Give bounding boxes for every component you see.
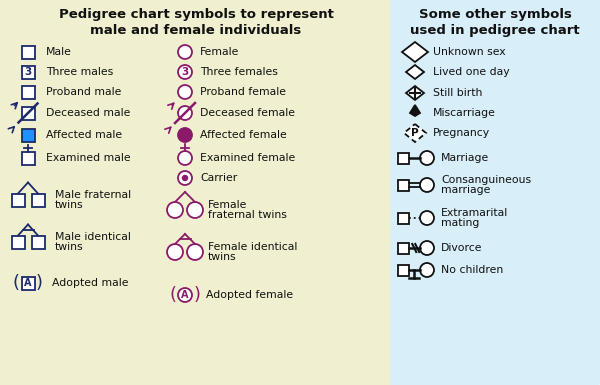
Bar xyxy=(398,243,409,253)
Bar xyxy=(398,213,409,224)
Circle shape xyxy=(167,244,183,260)
Text: marriage: marriage xyxy=(441,185,490,195)
Text: ): ) xyxy=(193,286,200,304)
Text: Proband female: Proband female xyxy=(200,87,286,97)
Circle shape xyxy=(178,65,192,79)
Text: fraternal twins: fraternal twins xyxy=(208,210,287,220)
Polygon shape xyxy=(404,124,426,142)
Text: Carrier: Carrier xyxy=(200,173,237,183)
Text: Three females: Three females xyxy=(200,67,278,77)
Circle shape xyxy=(420,263,434,277)
Text: Female: Female xyxy=(208,200,247,210)
Text: P: P xyxy=(411,128,419,138)
Circle shape xyxy=(178,171,192,185)
Bar xyxy=(22,85,35,99)
Polygon shape xyxy=(410,105,420,116)
Circle shape xyxy=(420,151,434,165)
Text: Adopted male: Adopted male xyxy=(52,278,128,288)
Text: Deceased female: Deceased female xyxy=(200,108,295,118)
Text: 3: 3 xyxy=(181,67,188,77)
Circle shape xyxy=(178,151,192,165)
Bar xyxy=(398,264,409,276)
Text: Pregnancy: Pregnancy xyxy=(433,128,490,138)
Text: Affected male: Affected male xyxy=(46,130,122,140)
Text: Divorce: Divorce xyxy=(441,243,482,253)
Polygon shape xyxy=(402,42,428,62)
Polygon shape xyxy=(406,65,424,79)
Text: Female: Female xyxy=(200,47,239,57)
Text: Female identical: Female identical xyxy=(208,242,298,252)
Text: (: ( xyxy=(170,286,176,304)
Circle shape xyxy=(167,202,183,218)
Text: Deceased male: Deceased male xyxy=(46,108,130,118)
Text: Male fraternal: Male fraternal xyxy=(55,190,131,200)
Circle shape xyxy=(178,288,192,302)
Text: Miscarriage: Miscarriage xyxy=(433,108,496,118)
Text: Affected female: Affected female xyxy=(200,130,287,140)
Bar xyxy=(11,194,25,206)
Text: twins: twins xyxy=(208,252,236,262)
Text: twins: twins xyxy=(55,242,83,252)
Text: Proband male: Proband male xyxy=(46,87,121,97)
Text: A: A xyxy=(24,278,32,288)
Bar xyxy=(398,179,409,191)
Circle shape xyxy=(182,176,187,181)
FancyBboxPatch shape xyxy=(0,0,393,385)
Circle shape xyxy=(178,128,192,142)
Bar xyxy=(22,45,35,59)
Text: No children: No children xyxy=(441,265,503,275)
Text: Male identical: Male identical xyxy=(55,232,131,242)
Text: Pedigree chart symbols to represent
male and female individuals: Pedigree chart symbols to represent male… xyxy=(59,8,334,37)
Circle shape xyxy=(178,106,192,120)
Circle shape xyxy=(420,178,434,192)
Text: Lived one day: Lived one day xyxy=(433,67,509,77)
Text: Unknown sex: Unknown sex xyxy=(433,47,506,57)
Text: Examined male: Examined male xyxy=(46,153,131,163)
Text: Male: Male xyxy=(46,47,72,57)
Text: Extramarital: Extramarital xyxy=(441,208,508,218)
Circle shape xyxy=(420,211,434,225)
Text: Still birth: Still birth xyxy=(433,88,482,98)
FancyBboxPatch shape xyxy=(390,0,600,385)
Text: twins: twins xyxy=(55,200,83,210)
Text: Three males: Three males xyxy=(46,67,113,77)
Bar xyxy=(22,152,35,164)
Polygon shape xyxy=(406,86,424,100)
Bar xyxy=(32,194,44,206)
Bar xyxy=(11,236,25,248)
Circle shape xyxy=(187,202,203,218)
Bar xyxy=(22,276,35,290)
Text: (: ( xyxy=(13,274,20,292)
Bar xyxy=(22,65,35,79)
Text: Examined female: Examined female xyxy=(200,153,295,163)
Bar xyxy=(32,236,44,248)
Circle shape xyxy=(178,45,192,59)
Circle shape xyxy=(178,85,192,99)
Bar xyxy=(22,129,35,142)
Text: Marriage: Marriage xyxy=(441,153,489,163)
Bar xyxy=(398,152,409,164)
Bar xyxy=(22,107,35,119)
Text: A: A xyxy=(181,290,189,300)
Text: Consanguineous: Consanguineous xyxy=(441,175,531,185)
Circle shape xyxy=(420,241,434,255)
Circle shape xyxy=(187,244,203,260)
Text: mating: mating xyxy=(441,218,479,228)
Text: 3: 3 xyxy=(25,67,32,77)
Text: Adopted female: Adopted female xyxy=(206,290,293,300)
Text: ): ) xyxy=(36,274,43,292)
Text: Some other symbols
used in pedigree chart: Some other symbols used in pedigree char… xyxy=(410,8,580,37)
